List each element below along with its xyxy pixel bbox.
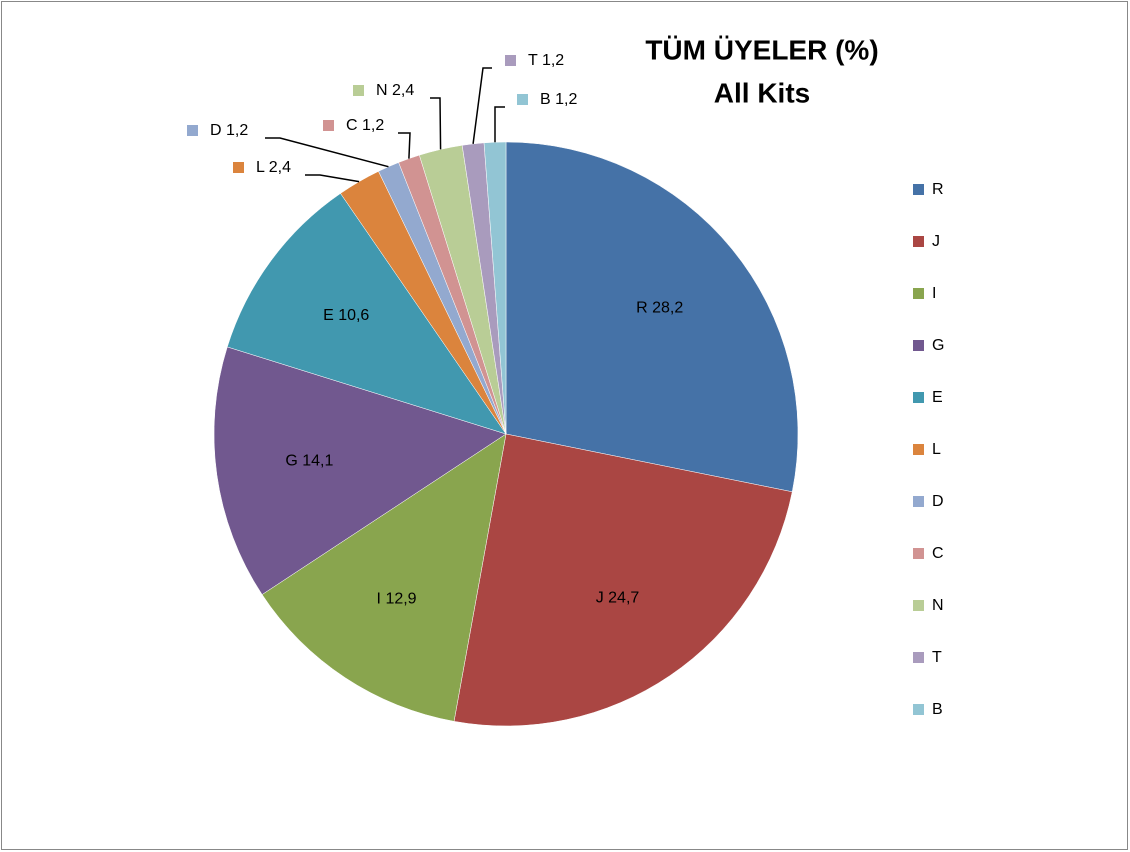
legend-label: B <box>932 701 943 718</box>
data-label-key <box>187 125 198 136</box>
data-label: C 1,2 <box>346 117 384 134</box>
legend-key <box>913 704 924 715</box>
pie-slice <box>453 433 793 727</box>
data-label: E 10,6 <box>323 307 369 324</box>
data-label: T 1,2 <box>528 52 564 69</box>
data-label: G 14,1 <box>285 453 333 470</box>
data-label-category: E <box>323 307 334 324</box>
legend-label: G <box>932 337 944 354</box>
leader-line <box>430 97 442 150</box>
legend-label: R <box>932 181 944 198</box>
data-label: R 28,2 <box>636 299 683 316</box>
legend-key <box>913 288 924 299</box>
legend-key <box>913 392 924 403</box>
data-label-category: B <box>540 91 551 108</box>
pie-slice <box>261 433 507 722</box>
data-label-value: 14,1 <box>302 453 333 470</box>
data-label-value: 24,7 <box>608 590 639 607</box>
data-label-value: 10,6 <box>338 307 369 324</box>
legend-label: I <box>932 285 936 302</box>
leader-line <box>472 67 492 144</box>
data-label: B 1,2 <box>540 91 577 108</box>
leader-line <box>305 174 360 183</box>
chart-subtitle: All Kits <box>714 77 810 108</box>
legend-label: L <box>932 441 941 458</box>
data-label: J 24,7 <box>596 590 640 607</box>
legend-key <box>913 444 924 455</box>
pie-slice <box>226 193 507 435</box>
leader-line <box>398 132 411 159</box>
chart-title: TÜM ÜYELER (%) <box>645 34 878 65</box>
legend-label: N <box>932 597 944 614</box>
data-label-category: R <box>636 299 648 316</box>
pie-slice <box>505 141 799 493</box>
legend-key <box>913 236 924 247</box>
legend-key <box>913 600 924 611</box>
leader-line <box>265 137 389 168</box>
data-label-category: D <box>210 122 222 139</box>
data-label-category: G <box>285 453 297 470</box>
legend-key <box>913 652 924 663</box>
data-label-category: J <box>596 590 604 607</box>
data-label-category: T <box>528 52 538 69</box>
data-label-value: 1,2 <box>542 52 564 69</box>
data-label-value: 1,2 <box>362 117 384 134</box>
data-label: I 12,9 <box>377 591 417 608</box>
legend-label: D <box>932 493 944 510</box>
data-label-key <box>233 162 244 173</box>
legend-key <box>913 340 924 351</box>
leader-line <box>494 106 505 143</box>
legend-key <box>913 496 924 507</box>
data-label: L 2,4 <box>256 159 291 176</box>
legend-label: T <box>932 649 942 666</box>
data-label-category: L <box>256 159 265 176</box>
pie-slice <box>483 141 507 435</box>
legend-key <box>913 184 924 195</box>
data-label-key <box>353 85 364 96</box>
data-label-value: 12,9 <box>385 591 416 608</box>
data-label: N 2,4 <box>376 82 414 99</box>
data-label-key <box>517 94 528 105</box>
data-label: D 1,2 <box>210 122 248 139</box>
data-label-key <box>505 55 516 66</box>
data-label-category: C <box>346 117 358 134</box>
data-label-key <box>323 120 334 131</box>
legend-label: C <box>932 545 944 562</box>
data-label-value: 1,2 <box>226 122 248 139</box>
data-label-value: 1,2 <box>555 91 577 108</box>
data-label-category: I <box>377 591 381 608</box>
legend-key <box>913 548 924 559</box>
pie-slice <box>213 346 507 595</box>
data-label-category: N <box>376 82 388 99</box>
legend-label: J <box>932 233 940 250</box>
data-label-value: 28,2 <box>652 299 683 316</box>
data-label-value: 2,4 <box>392 82 414 99</box>
data-label-value: 2,4 <box>269 159 291 176</box>
legend-label: E <box>932 389 943 406</box>
